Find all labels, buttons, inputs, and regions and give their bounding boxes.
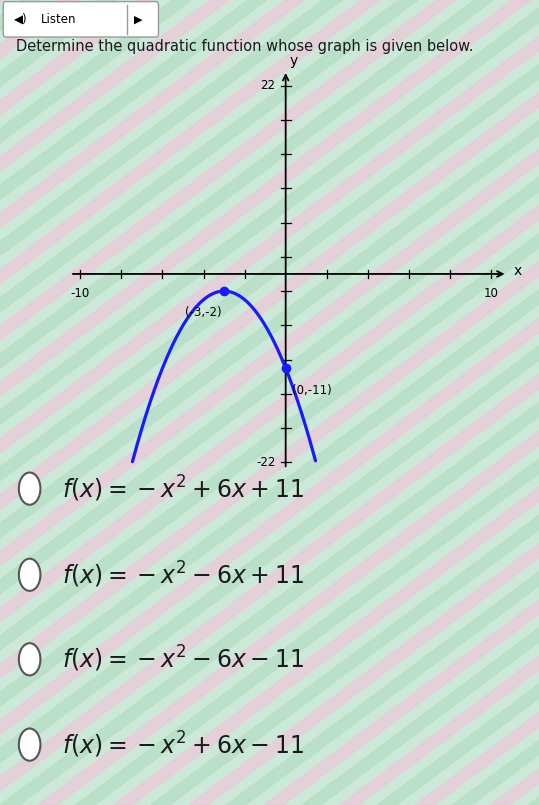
Text: (-3,-2): (-3,-2) [185, 307, 222, 320]
Polygon shape [0, 0, 380, 805]
Text: 22: 22 [260, 79, 275, 92]
Polygon shape [0, 0, 154, 805]
Polygon shape [415, 0, 539, 805]
Text: $f(x) = -x^2 - 6x + 11$: $f(x) = -x^2 - 6x + 11$ [62, 559, 304, 590]
Text: $f(x) = -x^2 + 6x + 11$: $f(x) = -x^2 + 6x + 11$ [62, 473, 304, 504]
Text: Determine the quadratic function whose graph is given below.: Determine the quadratic function whose g… [16, 39, 474, 54]
Polygon shape [453, 0, 539, 805]
Circle shape [19, 643, 40, 675]
Polygon shape [264, 0, 539, 805]
Circle shape [19, 559, 40, 591]
Polygon shape [490, 0, 539, 805]
Text: ▶: ▶ [134, 14, 142, 24]
Text: 10: 10 [483, 287, 499, 299]
Polygon shape [0, 0, 418, 805]
Text: y: y [290, 55, 298, 68]
Polygon shape [226, 0, 539, 805]
Polygon shape [0, 0, 267, 805]
Polygon shape [0, 0, 191, 805]
Text: -10: -10 [71, 287, 90, 299]
Text: x: x [514, 264, 522, 279]
Text: (0,-11): (0,-11) [292, 383, 331, 397]
Circle shape [19, 729, 40, 761]
Polygon shape [151, 0, 539, 805]
Text: Listen: Listen [40, 13, 76, 26]
Polygon shape [75, 0, 539, 805]
Polygon shape [0, 0, 455, 805]
Text: -22: -22 [256, 456, 275, 469]
Polygon shape [0, 0, 342, 805]
Polygon shape [302, 0, 539, 805]
Polygon shape [0, 0, 116, 805]
Polygon shape [0, 0, 3, 805]
Text: $f(x) = -x^2 - 6x - 11$: $f(x) = -x^2 - 6x - 11$ [62, 644, 304, 675]
Text: ◀): ◀) [13, 13, 27, 26]
Polygon shape [0, 0, 305, 805]
Polygon shape [0, 0, 493, 805]
Polygon shape [528, 0, 539, 805]
Circle shape [19, 473, 40, 505]
Polygon shape [340, 0, 539, 805]
Polygon shape [113, 0, 539, 805]
Polygon shape [38, 0, 539, 805]
FancyBboxPatch shape [3, 2, 158, 37]
Polygon shape [377, 0, 539, 805]
Text: $f(x) = -x^2 + 6x - 11$: $f(x) = -x^2 + 6x - 11$ [62, 729, 304, 760]
Polygon shape [0, 0, 78, 805]
Polygon shape [0, 0, 229, 805]
Polygon shape [189, 0, 539, 805]
Polygon shape [0, 0, 40, 805]
